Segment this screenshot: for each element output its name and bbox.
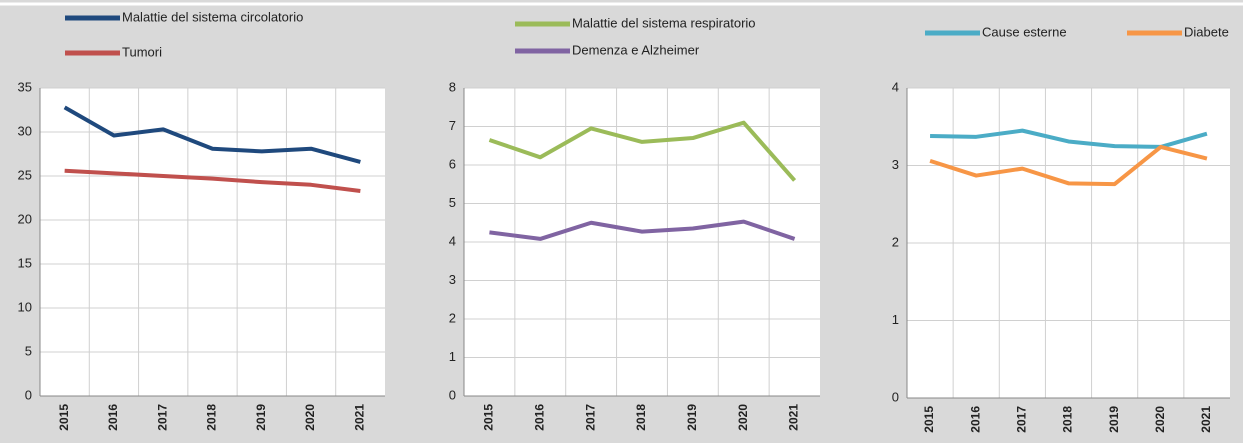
x-tick-label: 2016 — [532, 404, 546, 431]
legend-label: Malattie del sistema circolatorio — [122, 9, 303, 24]
y-tick-label: 35 — [18, 79, 32, 94]
x-tick-label: 2018 — [205, 404, 219, 431]
y-tick-label: 6 — [449, 156, 456, 171]
x-tick-label: 2019 — [254, 404, 268, 431]
x-tick-label: 2015 — [922, 406, 936, 433]
series-line — [488, 120, 797, 182]
legend-label: Diabete — [1184, 24, 1229, 39]
y-tick-label: 10 — [18, 299, 32, 314]
x-tick-label: 2017 — [1015, 406, 1029, 433]
y-tick-label: 15 — [18, 255, 32, 270]
y-tick-label: 5 — [449, 195, 456, 210]
legend-label: Tumori — [122, 44, 162, 59]
legend-label: Cause esterne — [982, 24, 1067, 39]
y-tick-label: 3 — [892, 157, 899, 172]
x-tick-label: 2016 — [106, 404, 120, 431]
x-tick-label: 2021 — [1199, 406, 1213, 433]
x-tick-label: 2020 — [736, 404, 750, 431]
y-tick-label: 0 — [25, 387, 32, 402]
x-tick-label: 2018 — [1061, 406, 1075, 433]
y-tick-label: 4 — [449, 233, 456, 248]
x-tick-label: 2018 — [634, 404, 648, 431]
y-tick-label: 0 — [449, 387, 456, 402]
y-tick-label: 25 — [18, 167, 32, 182]
y-tick-label: 2 — [892, 234, 899, 249]
x-tick-label: 2021 — [787, 404, 801, 431]
y-tick-label: 0 — [892, 389, 899, 404]
y-tick-label: 3 — [449, 272, 456, 287]
y-tick-label: 2 — [449, 310, 456, 325]
series-line — [63, 105, 361, 164]
legend-label: Demenza e Alzheimer — [572, 42, 700, 57]
y-tick-label: 1 — [892, 312, 899, 327]
series-line — [489, 219, 796, 241]
y-tick-label: 4 — [892, 79, 899, 94]
plot-area — [40, 88, 385, 396]
x-tick-label: 2020 — [303, 404, 317, 431]
x-tick-label: 2019 — [1107, 406, 1121, 433]
y-tick-label: 30 — [18, 123, 32, 138]
series-line — [64, 168, 361, 193]
x-tick-label: 2017 — [155, 404, 169, 431]
x-tick-label: 2017 — [583, 404, 597, 431]
x-tick-label: 2016 — [968, 406, 982, 433]
series-line — [929, 144, 1208, 187]
x-tick-label: 2019 — [685, 404, 699, 431]
x-tick-label: 2020 — [1153, 406, 1167, 433]
y-tick-label: 7 — [449, 118, 456, 133]
y-tick-label: 8 — [449, 79, 456, 94]
x-tick-label: 2015 — [57, 404, 71, 431]
x-tick-label: 2021 — [353, 404, 367, 431]
y-tick-label: 1 — [449, 349, 456, 364]
y-tick-label: 20 — [18, 211, 32, 226]
x-tick-label: 2015 — [482, 404, 496, 431]
y-tick-label: 5 — [25, 343, 32, 358]
legend-label: Malattie del sistema respiratorio — [572, 15, 756, 30]
